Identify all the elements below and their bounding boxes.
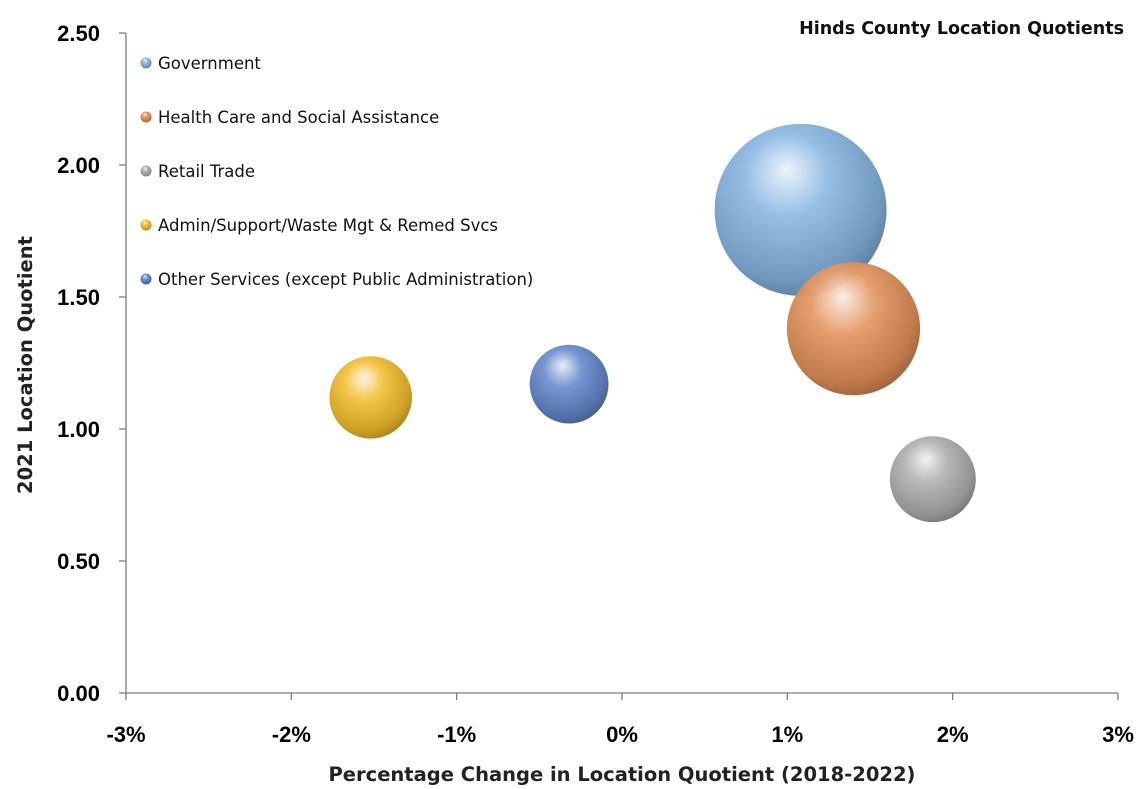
bubble-government <box>714 123 887 296</box>
y-tick-label: 0.50 <box>57 549 100 574</box>
y-axis-title: 2021 Location Quotient <box>14 236 37 494</box>
y-tick-label: 2.50 <box>57 21 100 46</box>
legend-marker <box>140 57 152 69</box>
legend-marker <box>140 111 152 123</box>
legend-label: Health Care and Social Assistance <box>158 108 439 127</box>
bubble-other-services-except-public-administration <box>529 344 609 424</box>
bubbles <box>329 123 976 523</box>
x-tick-label: -1% <box>437 722 476 747</box>
legend-label: Retail Trade <box>158 162 255 181</box>
bubble-admin-support-waste-mgt-remed-svcs <box>329 356 412 439</box>
bubble-retail-trade <box>889 436 976 523</box>
x-tick-label: -3% <box>106 722 145 747</box>
legend: Government Health Care and Social Assista… <box>140 54 533 289</box>
y-tick-label: 1.50 <box>57 285 100 310</box>
x-axis-title: Percentage Change in Location Quotient (… <box>329 763 916 786</box>
y-tick-label: 1.00 <box>57 417 100 442</box>
legend-label: Government <box>158 54 261 73</box>
legend-marker <box>140 219 152 231</box>
legend-label: Other Services (except Public Administra… <box>158 270 533 289</box>
legend-label: Admin/Support/Waste Mgt & Remed Svcs <box>158 216 498 235</box>
legend-marker <box>140 273 152 285</box>
x-tick-label: 2% <box>937 722 969 747</box>
x-tick-label: 3% <box>1102 722 1134 747</box>
x-tick-label: -2% <box>272 722 311 747</box>
y-tick-label: 0.00 <box>57 681 100 706</box>
legend-marker <box>140 165 152 177</box>
y-tick-label: 2.00 <box>57 153 100 178</box>
chart-title: Hinds County Location Quotients <box>799 19 1124 39</box>
axes: 0.00 0.50 1.00 1.50 2.00 2.50 -3% -2% -1% 0% 1% 2% 3… <box>57 21 1134 747</box>
x-tick-label: 0% <box>606 722 638 747</box>
x-tick-label: 1% <box>771 722 803 747</box>
bubble-health-care-and-social-assistance <box>786 262 921 396</box>
